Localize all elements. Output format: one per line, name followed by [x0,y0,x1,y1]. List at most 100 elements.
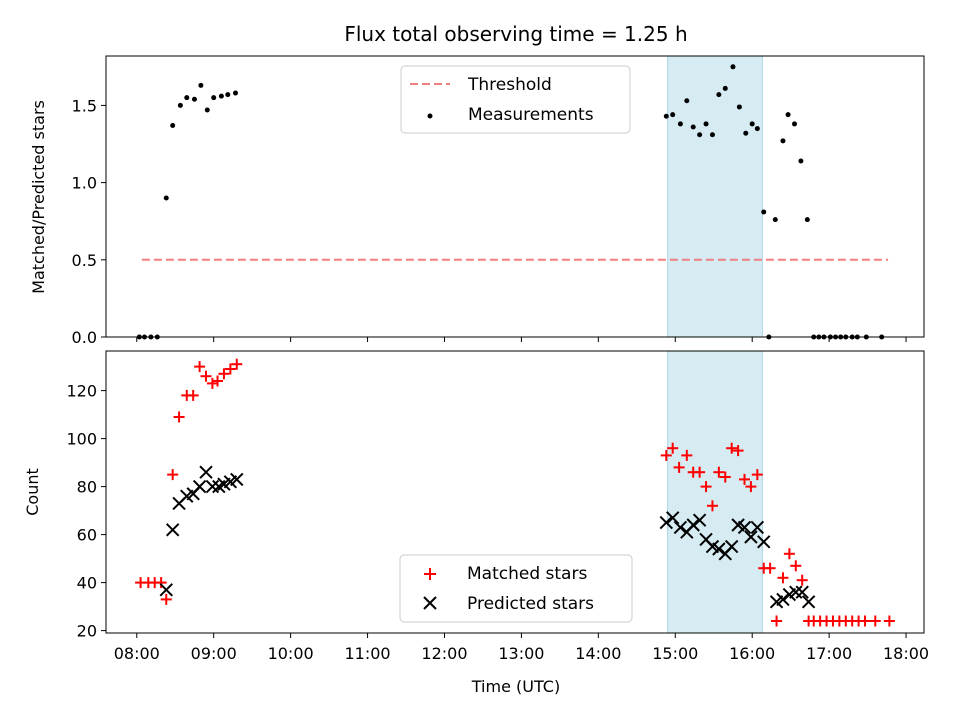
predicted-point [686,518,700,532]
x-tick-label: 14:00 [575,644,621,663]
predicted-point [659,515,673,530]
y-tick-label: 20 [77,622,97,641]
measurement-point [218,93,224,99]
y-tick-label: 0.5 [72,251,97,270]
bottom-panel: 20 40 60 80 100 120 08:00 09:00 10:00 11:00 12:00… [23,350,929,696]
matched-point [173,411,185,423]
measurement-point [670,112,676,118]
top-plot-frame [105,55,925,338]
predicted-point [673,520,688,535]
matched-point [218,368,230,380]
measurement-point [163,195,169,201]
bottom-highlight-span [667,350,763,634]
matched-point [859,615,871,627]
top-highlight-span [667,55,763,338]
bottom-y-ticks: 20 40 60 80 100 120 [66,382,106,641]
measurement-point [754,126,760,132]
measurements-points [136,64,885,340]
y-tick-label: 80 [77,478,97,497]
measurement-point [225,92,231,98]
predicted-point [724,539,739,554]
bottom-x-ticks: 08:00 09:00 10:00 11:00 12:00 13:00 14:00 15:00… [114,633,929,663]
matched-point [667,442,679,454]
x-tick-label: 18:00 [883,644,929,663]
top-y-axis-label: Matched/Predicted stars [29,100,48,294]
measurement-point [690,124,696,130]
matched-point [167,469,179,481]
measurement-point [697,132,703,138]
legend-matched-label: Matched stars [467,564,587,584]
predicted-point [199,465,213,479]
predicted-point [757,535,771,549]
legend-predicted-label: Predicted stars [467,594,594,614]
top-y-ticks: 0.0 0.5 1.0 1.5 [72,96,106,347]
measurement-point [204,107,210,113]
y-tick-label: 1.5 [72,96,97,115]
y-tick-label: 120 [66,382,97,401]
matched-point [200,370,212,382]
x-tick-label: 10:00 [268,644,314,663]
y-tick-label: 1.0 [72,174,97,193]
x-tick-label: 13:00 [498,644,544,663]
measurement-point [211,95,217,101]
matched-point [212,375,224,387]
y-tick-label: 40 [77,574,97,593]
legend-measurements-swatch [427,113,433,119]
measurement-point [743,130,749,136]
matched-point [694,466,706,478]
measurement-point [177,102,183,108]
top-panel: 0.0 0.5 1.0 1.5 Matched/Predicted stars Thr… [29,55,925,347]
measurement-point [663,113,669,119]
measurement-point [780,138,786,144]
legend-threshold-label: Threshold [467,75,552,95]
measurement-point [804,217,810,223]
matched-point [160,593,172,605]
matched-point [777,572,789,584]
legend-predicted-swatch [423,596,437,610]
matched-point [796,574,808,586]
predicted-point [737,520,752,535]
chart-title: Flux total observing time = 1.25 h [344,22,687,46]
matched-point [700,481,712,493]
x-tick-label: 15:00 [652,644,698,663]
predicted-point [692,513,707,527]
x-tick-label: 08:00 [114,644,160,663]
predicted-point [712,542,726,556]
measurement-point [798,158,804,164]
bottom-legend: Matched stars Predicted stars [399,554,633,623]
matched-point [764,562,776,574]
matched-point [673,461,685,473]
predicted-point [165,523,180,537]
matched-point [869,615,881,627]
predicted-point [801,595,816,609]
matched-point [745,481,757,493]
bottom-points [135,358,895,627]
matched-point [660,449,672,461]
predicted-point [159,583,173,597]
measurement-point [677,121,683,127]
predicted-point [750,520,765,535]
predicted-point [205,479,220,494]
matched-point [187,389,199,401]
measurement-point [184,95,190,101]
measurement-point [703,121,709,127]
matched-point [783,548,795,560]
matched-point [681,449,693,461]
predicted-point [665,511,680,525]
x-tick-label: 17:00 [806,644,852,663]
measurement-point [722,85,728,91]
matched-point [771,615,783,627]
legend-matched-swatch [424,568,436,580]
predicted-point [789,585,803,599]
measurement-point [730,64,736,70]
matched-point [706,500,718,512]
y-tick-label: 60 [77,526,97,545]
measurement-point [749,121,755,127]
bottom-y-axis-label: Count [23,468,42,516]
predicted-point [192,479,207,494]
predicted-point [744,530,758,544]
matched-point [194,361,206,373]
matched-point [231,358,243,370]
matched-point [206,377,218,389]
